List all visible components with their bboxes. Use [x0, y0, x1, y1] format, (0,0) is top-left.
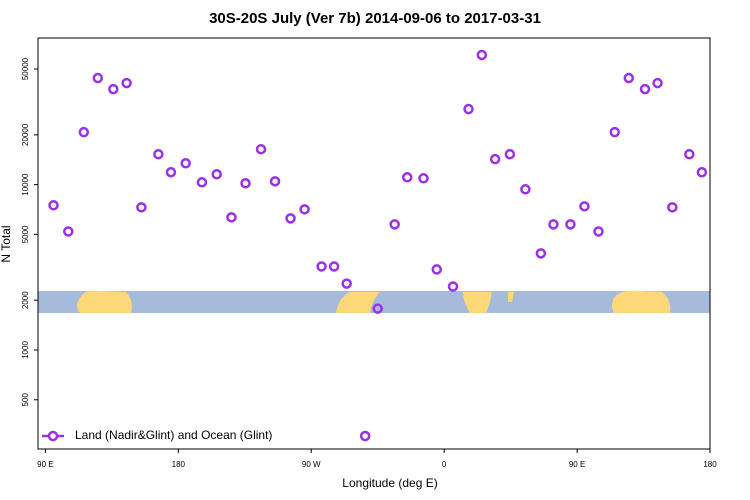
point — [667, 202, 678, 213]
point — [520, 184, 531, 195]
point — [609, 126, 620, 138]
point — [285, 213, 296, 224]
point — [153, 148, 164, 160]
point — [92, 72, 104, 84]
point — [316, 261, 327, 272]
point — [328, 261, 340, 272]
y-axis-label: N Total — [0, 225, 13, 262]
point — [418, 173, 429, 184]
y-tick-label: 1000 — [21, 341, 30, 359]
point — [431, 264, 443, 275]
point — [255, 143, 267, 155]
point — [211, 169, 222, 180]
x-tick-label: 90 W — [302, 460, 321, 469]
x-tick-label: 0 — [442, 460, 447, 469]
point — [639, 83, 651, 95]
x-tick-label: 90 E — [569, 460, 585, 469]
point — [535, 248, 547, 259]
point — [565, 219, 576, 230]
point — [196, 177, 208, 188]
point — [165, 166, 177, 178]
y-tick-label: 2000 — [21, 291, 30, 309]
point — [623, 72, 635, 84]
point — [447, 281, 459, 292]
y-tick-label: 50000 — [21, 57, 30, 80]
x-axis-label: Longitude (deg E) — [342, 476, 437, 490]
x-tick-label: 180 — [703, 460, 717, 469]
point — [341, 278, 352, 289]
plot-frame — [37, 37, 711, 450]
point — [108, 83, 119, 95]
y-tick-label: 10000 — [21, 173, 30, 196]
point — [548, 219, 559, 230]
point — [180, 158, 191, 169]
x-tick-label: 180 — [172, 460, 186, 469]
point — [652, 77, 663, 89]
point — [504, 148, 516, 160]
map-strip — [38, 290, 710, 313]
point — [359, 430, 371, 442]
y-tick-label: 5000 — [21, 225, 30, 243]
chart-title: 30S-20S July (Ver 7b) 2014-09-06 to 2017… — [209, 10, 541, 27]
point — [696, 166, 708, 178]
legend-label: Land (Nadir&Glint) and Ocean (Glint) — [75, 428, 272, 442]
point — [121, 77, 132, 89]
point — [593, 226, 604, 237]
point — [476, 49, 488, 61]
point — [684, 148, 695, 160]
point — [269, 176, 281, 187]
y-tick-label: 20000 — [21, 123, 30, 146]
point — [78, 126, 90, 138]
point — [299, 204, 310, 215]
y-tick-label: 500 — [21, 393, 30, 407]
point — [226, 212, 237, 223]
point — [136, 202, 147, 213]
point — [389, 219, 400, 230]
point — [463, 103, 474, 115]
point — [401, 172, 413, 183]
point — [63, 226, 74, 237]
legend-marker — [47, 430, 59, 442]
point — [240, 178, 251, 189]
point — [489, 153, 501, 165]
x-tick-label: 90 E — [37, 460, 53, 469]
point — [372, 303, 383, 314]
point — [48, 200, 59, 211]
point — [579, 201, 590, 212]
